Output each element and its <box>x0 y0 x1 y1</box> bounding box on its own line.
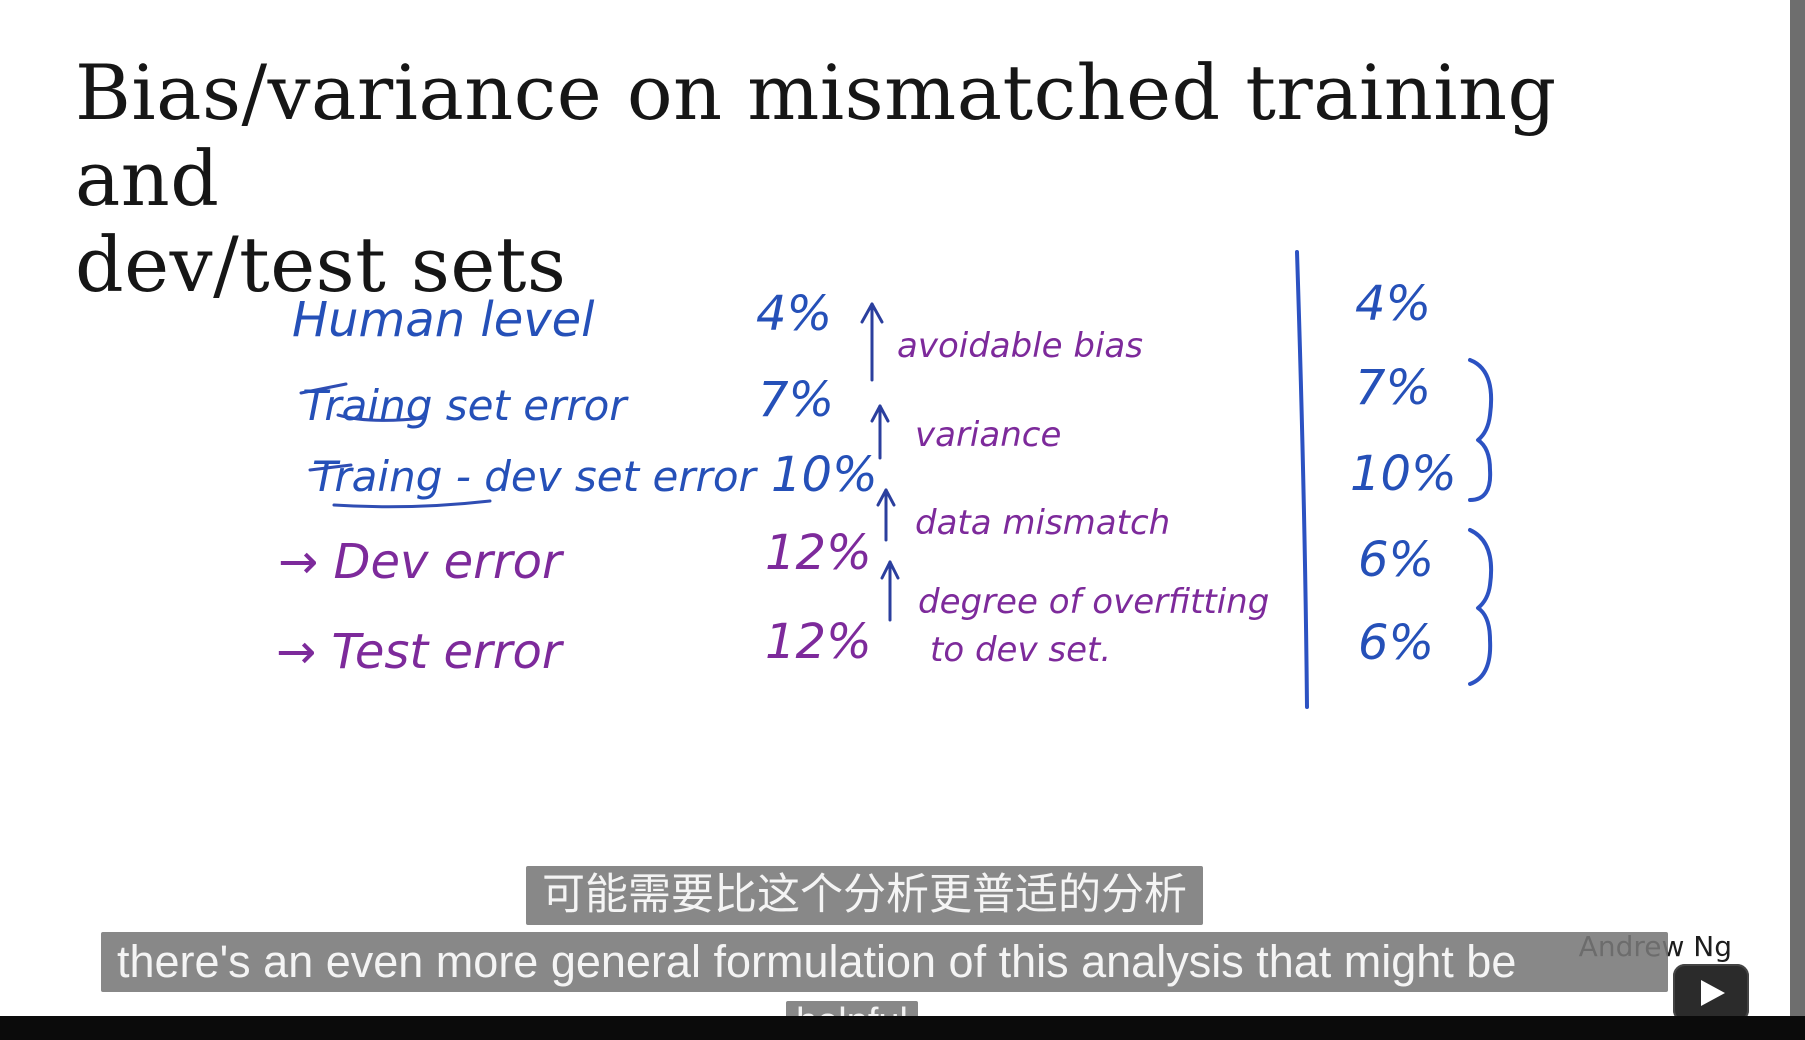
handwritten-note-dev-set: to dev set. <box>930 630 1112 670</box>
handwritten-value-training: 7% <box>758 372 835 428</box>
handwritten-right-value-5: 6% <box>1358 615 1435 671</box>
handwritten-right-value-1: 4% <box>1355 276 1432 332</box>
handwritten-note-variance: variance <box>915 415 1062 455</box>
slide-title: Bias/variance on mismatched training and… <box>75 50 1635 308</box>
handwritten-label-human-level: Human level <box>292 292 595 348</box>
handwritten-right-value-3: 10% <box>1350 446 1457 502</box>
handwritten-value-dev: 12% <box>765 525 872 581</box>
handwritten-right-value-2: 7% <box>1355 360 1432 416</box>
handwritten-label-training-error: Traing set error <box>302 381 627 430</box>
vertical-side-rail <box>1790 0 1805 1016</box>
handwritten-label-training-dev-error: Traing - dev set error <box>312 452 756 501</box>
lecture-slide: Bias/variance on mismatched training and… <box>75 49 1732 963</box>
slide-title-line-2: dev/test sets <box>75 220 567 309</box>
subtitle-english-line-1: there's an even more general formulation… <box>101 932 1668 992</box>
play-button[interactable] <box>1673 964 1749 1022</box>
handwritten-value-test: 12% <box>765 614 872 670</box>
handwritten-note-overfitting: degree of overfitting <box>918 582 1270 622</box>
handwritten-label-test-error: → Test error <box>276 624 562 680</box>
slide-title-line-1: Bias/variance on mismatched training and <box>75 48 1557 223</box>
handwritten-value-training-dev: 10% <box>771 447 878 503</box>
player-bottom-bar <box>0 1016 1805 1040</box>
play-icon <box>1701 980 1725 1006</box>
handwritten-note-avoidable-bias: avoidable bias <box>897 326 1143 366</box>
handwritten-right-value-4: 6% <box>1358 532 1435 588</box>
handwritten-note-data-mismatch: data mismatch <box>915 503 1171 543</box>
handwritten-label-dev-error: → Dev error <box>278 534 562 590</box>
handwritten-value-human: 4% <box>756 286 833 342</box>
subtitle-chinese: 可能需要比这个分析更普适的分析 <box>526 866 1203 925</box>
